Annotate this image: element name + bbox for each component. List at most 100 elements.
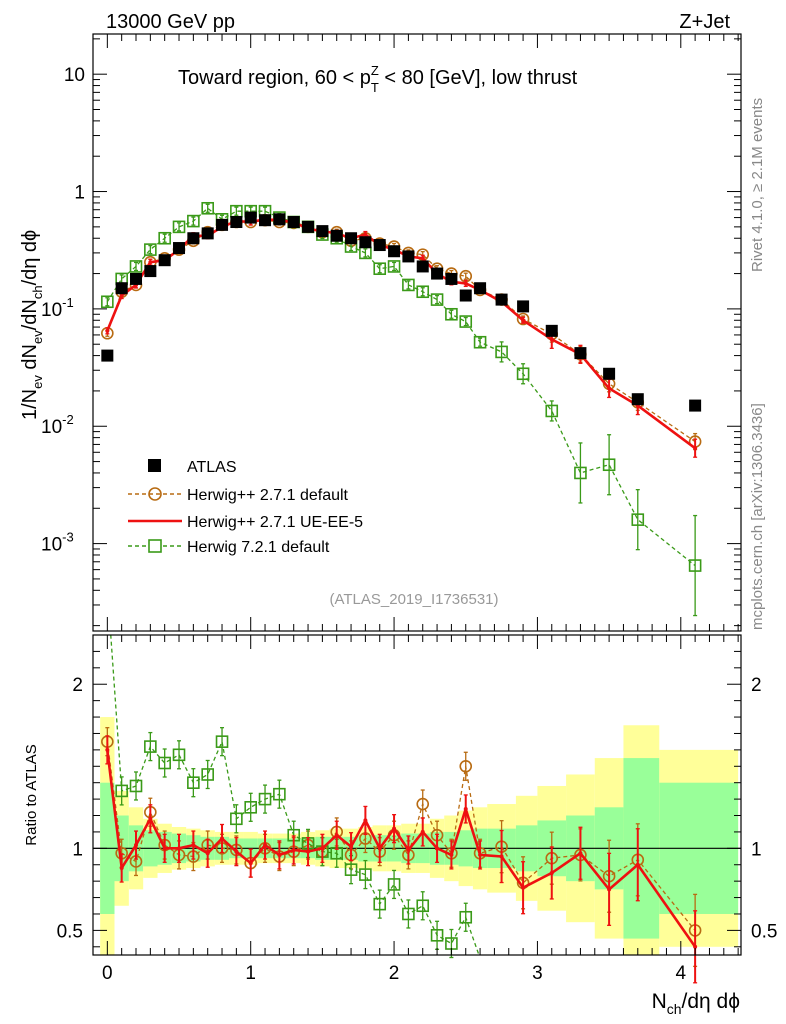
hpp-ueee5-point bbox=[363, 818, 368, 823]
hpp-ueee5-point bbox=[449, 852, 454, 857]
h7-default-point bbox=[201, 768, 214, 781]
ratio-line-h7_default bbox=[110, 635, 480, 955]
legend-atlas-marker bbox=[148, 459, 161, 472]
h7-default-point bbox=[129, 779, 143, 793]
plot-title: Toward region, 60 < pZ T < 80 [GeV], low … bbox=[178, 63, 578, 95]
h7-default-point bbox=[574, 466, 587, 480]
ratio-panel: 0.5 0.5 1 1 2 2 0 1 2 3 4 Ratio to ATLAS Nch/dη d… bbox=[23, 634, 777, 1017]
hpp-ueee5-point bbox=[377, 846, 382, 851]
atlas-point bbox=[115, 282, 128, 295]
atlas-point bbox=[431, 267, 444, 280]
hpp-ueee5-point bbox=[277, 852, 282, 857]
h7-default-point bbox=[602, 458, 616, 472]
ratio-y-tick-label: 0.5 bbox=[57, 921, 83, 942]
atlas-point bbox=[316, 225, 329, 238]
h7-default-point bbox=[172, 748, 186, 762]
h7-default-point bbox=[373, 262, 387, 276]
hpp-ueee5-point bbox=[693, 944, 698, 949]
h7-default-point bbox=[402, 907, 415, 921]
main-y-axis-label: 1/Nev dNev/dNch/dη dϕ bbox=[19, 230, 45, 420]
atlas-point bbox=[517, 300, 530, 313]
ratio-y-axis-label: Ratio to ATLAS bbox=[23, 744, 40, 845]
atlas-point bbox=[445, 272, 458, 285]
atlas-point bbox=[459, 289, 472, 302]
ratio-series-h7_default bbox=[110, 635, 480, 959]
hpp-ueee5-point bbox=[435, 846, 440, 851]
header-right: Z+Jet bbox=[679, 11, 730, 33]
hpp-ueee5-point bbox=[463, 281, 468, 286]
atlas-point bbox=[230, 216, 243, 229]
ratio-y-tick-label-right: 1 bbox=[751, 839, 762, 860]
h7-default-point bbox=[373, 897, 387, 911]
y-tick-label: 10-3 bbox=[41, 530, 74, 556]
hpp-ueee5-point bbox=[334, 833, 339, 838]
x-tick-label: 0 bbox=[102, 963, 113, 984]
rivet-label: Rivet 4.1.0, ≥ 2.1M events bbox=[749, 98, 766, 272]
hpp-ueee5-point bbox=[148, 260, 153, 265]
ratio-y-tick-label: 2 bbox=[72, 675, 83, 696]
main-panel: 10 1 10-1 10-2 10-3 Toward region, 60 < pZ T … bbox=[19, 33, 742, 632]
h7-default-point bbox=[688, 559, 702, 572]
atlas-point bbox=[373, 239, 386, 252]
h7-default-point bbox=[187, 776, 200, 789]
h7-default-point bbox=[416, 285, 430, 299]
hpp-ueee5-point bbox=[693, 446, 698, 451]
h7-default-point bbox=[244, 801, 257, 814]
h7-default-point bbox=[631, 513, 645, 526]
atlas-point bbox=[287, 216, 300, 229]
h7-default-point bbox=[387, 878, 401, 891]
h7-default-point bbox=[402, 278, 415, 292]
h7-default-point bbox=[158, 756, 171, 770]
legend-hpp-ueee5-label: Herwig++ 2.7.1 UE-EE-5 bbox=[187, 514, 363, 531]
h7-default-point bbox=[129, 260, 143, 273]
x-tick-label: 4 bbox=[675, 963, 686, 984]
hpp-ueee5-point bbox=[363, 232, 368, 237]
h7-default-point bbox=[144, 740, 157, 753]
hpp-ueee5-point bbox=[549, 870, 554, 875]
h7-default-point bbox=[258, 792, 272, 806]
hpp-ueee5-point bbox=[177, 846, 182, 851]
hpp-default-point bbox=[416, 797, 430, 811]
hpp-ueee5-point bbox=[234, 849, 239, 854]
series-line-hpp_default bbox=[106, 219, 696, 443]
hpp-ueee5-point bbox=[162, 846, 167, 851]
hpp-ueee5-point bbox=[392, 826, 397, 831]
atlas-point bbox=[201, 227, 214, 240]
h7-default-point bbox=[545, 404, 559, 418]
atlas-point bbox=[273, 213, 286, 226]
atlas-point bbox=[603, 367, 616, 380]
h7-default-point bbox=[101, 295, 114, 309]
atlas-point bbox=[173, 242, 186, 255]
hpp-ueee5-point bbox=[105, 328, 110, 333]
h7-default-point bbox=[430, 293, 444, 306]
hpp-ueee5-point bbox=[635, 862, 640, 867]
atlas-point bbox=[330, 229, 343, 242]
header-left: 13000 GeV pp bbox=[106, 11, 235, 33]
legend-atlas-label: ATLAS bbox=[187, 459, 237, 476]
h7-default-point bbox=[215, 735, 229, 748]
legend-h7-default-label: Herwig 7.2.1 default bbox=[187, 539, 330, 556]
atlas-point bbox=[402, 250, 415, 263]
atlas-point bbox=[216, 218, 229, 231]
y-tick-label: 10-1 bbox=[41, 295, 74, 321]
series-hpp_ueee5 bbox=[105, 215, 698, 458]
legend: ATLAS Herwig++ 2.7.1 default Herwig++ 2.… bbox=[128, 459, 363, 556]
legend-hpp-default-marker bbox=[148, 487, 162, 501]
series-line-hpp_ueee5 bbox=[106, 217, 696, 450]
atlas-point bbox=[631, 393, 644, 406]
hpp-default-point bbox=[459, 759, 473, 773]
hpp-ueee5-point bbox=[549, 337, 554, 342]
h7-default-point bbox=[516, 367, 530, 381]
atlas-point bbox=[244, 211, 257, 224]
h7-default-point bbox=[445, 307, 458, 321]
h7-default-point bbox=[430, 929, 444, 942]
hpp-default-point bbox=[516, 312, 530, 326]
atlas-point bbox=[259, 214, 272, 227]
atlas-point bbox=[101, 349, 114, 362]
hpp-ueee5-point bbox=[205, 851, 210, 856]
x-tick-label: 1 bbox=[245, 963, 256, 984]
h7-default-point bbox=[359, 868, 372, 881]
atlas-point bbox=[545, 324, 558, 337]
h7-default-point bbox=[416, 899, 430, 913]
